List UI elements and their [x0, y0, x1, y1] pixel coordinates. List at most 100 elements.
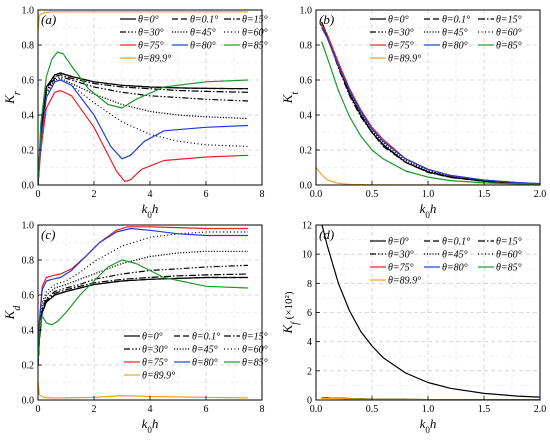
y-tick-label: 0.8 — [22, 256, 35, 267]
legend-entry-label: θ=80° — [192, 358, 218, 369]
legend-entry-label: θ=80° — [442, 263, 468, 274]
legend-entry-label: θ=45° — [442, 250, 468, 261]
x-tick-label: 1.0 — [422, 189, 435, 200]
x-tick-label: 8 — [260, 404, 265, 415]
y-tick-label: 0.4 — [22, 326, 35, 337]
x-tick-label: 2.0 — [534, 404, 547, 415]
legend-entry-label: θ=30° — [138, 28, 164, 39]
series-line-9 — [316, 167, 540, 185]
x-tick-label: 2.0 — [534, 189, 547, 200]
legend: θ=0° θ=0.1° θ=15° θ=30° θ=45° θ=60° θ=75° θ=80°… — [370, 237, 522, 287]
series-line-8 — [38, 51, 249, 185]
series-line-0 — [321, 225, 540, 398]
series-line-7 — [38, 227, 248, 366]
x-tick-label: 0.0 — [310, 189, 323, 200]
y-tick-label: 0.4 — [300, 111, 313, 122]
legend-entry-label: θ=89.9° — [388, 54, 421, 65]
series-group — [38, 226, 249, 399]
legend: θ=0° θ=0.1° θ=15° θ=30° θ=45° θ=60° θ=75° θ=80°… — [124, 332, 268, 382]
legend-entry-label: θ=0.1° — [192, 332, 220, 343]
y-tick-label: 0.2 — [22, 361, 35, 372]
y-tick-label: 0 — [307, 396, 312, 407]
legend-entry-label: θ=80° — [190, 41, 216, 52]
y-axis-label: Kd — [2, 305, 23, 321]
panel-label: (d) — [319, 227, 334, 242]
series-line-8 — [38, 259, 249, 366]
series-line-9 — [38, 11, 248, 32]
x-tick-label: 0.0 — [310, 404, 323, 415]
x-tick-label: 1.5 — [478, 404, 491, 415]
y-tick-label: 0.8 — [22, 41, 35, 52]
x-axis-label: k0h — [420, 416, 437, 435]
legend-entry-label: θ=0° — [142, 332, 163, 343]
legend-entry-label: θ=15° — [496, 237, 522, 248]
y-axis-label: Kt — [280, 92, 301, 105]
x-tick-label: 0.5 — [366, 189, 379, 200]
legend-entry-label: θ=30° — [388, 250, 414, 261]
x-axis-label: k0h — [142, 416, 159, 435]
legend-entry-label: θ=85° — [242, 41, 268, 52]
legend-entry-label: θ=75° — [142, 358, 168, 369]
x-tick-label: 0 — [36, 404, 41, 415]
x-tick-label: 1.5 — [478, 189, 491, 200]
series-line-8 — [321, 41, 540, 185]
legend-entry-label: θ=89.9° — [138, 54, 171, 65]
legend-entry-label: θ=0.1° — [442, 237, 470, 248]
y-tick-label: 0.8 — [300, 41, 313, 52]
series-line-9 — [38, 380, 249, 399]
y-tick-label: 1.0 — [22, 221, 35, 232]
panel-label: (c) — [41, 227, 55, 242]
y-tick-label: 0.2 — [300, 146, 313, 157]
x-tick-label: 1.0 — [422, 404, 435, 415]
y-tick-label: 1.0 — [22, 6, 35, 17]
legend: θ=0° θ=0.1° θ=15° θ=30° θ=45° θ=60° θ=75° θ=80°… — [370, 15, 522, 65]
legend-entry-label: θ=15° — [242, 15, 268, 26]
legend-entry-label: θ=30° — [388, 28, 414, 39]
y-tick-label: 0.4 — [22, 111, 35, 122]
x-axis-label: k0h — [420, 201, 437, 220]
legend-entry-label: θ=0.1° — [442, 15, 470, 26]
legend-entry-label: θ=80° — [442, 41, 468, 52]
y-tick-label: 0.2 — [22, 146, 35, 157]
legend-entry-label: θ=45° — [190, 28, 216, 39]
y-axis-label: Kr — [2, 91, 23, 105]
x-tick-label: 8 — [260, 189, 265, 200]
legend-entry-label: θ=60° — [496, 28, 522, 39]
series-group — [38, 11, 249, 185]
legend-entry-label: θ=30° — [142, 345, 168, 356]
legend-entry-label: θ=0.1° — [190, 15, 218, 26]
y-tick-label: 6 — [307, 308, 312, 319]
series-line-1 — [38, 276, 248, 366]
y-tick-label: 0.0 — [22, 181, 35, 192]
x-tick-label: 4 — [148, 189, 153, 200]
panel-label: (b) — [319, 12, 334, 27]
legend-entry-label: θ=45° — [192, 345, 218, 356]
panel-d: 0.0 0.5 1.0 1.5 2.0 0 2 4 6 8 10 12 k0h Kf (×10²) (d) θ… — [280, 221, 546, 436]
panel-c: 0 2 4 6 8 0.0 0.2 0.4 0.6 0.8 1.0 k0h Kd (c) θ=0° θ=0.1… — [2, 221, 268, 436]
y-axis-label: Kf (×10²) — [280, 291, 301, 334]
y-tick-label: 4 — [307, 337, 312, 348]
y-tick-label: 0.6 — [22, 76, 35, 87]
legend-entry-label: θ=60° — [242, 28, 268, 39]
legend-entry-label: θ=85° — [496, 41, 522, 52]
panel-a: 0 2 4 6 8 0.0 0.2 0.4 0.6 0.8 1.0 k0h Kr (a) θ=0° θ=0.1… — [2, 6, 268, 221]
legend-entry-label: θ=0° — [388, 237, 409, 248]
y-tick-label: 1.0 — [300, 6, 313, 17]
y-tick-label: 12 — [302, 221, 312, 232]
legend-entry-label: θ=75° — [388, 263, 414, 274]
legend-entry-label: θ=0° — [138, 15, 159, 26]
legend-entry-label: θ=60° — [496, 250, 522, 261]
panel-label: (a) — [41, 12, 56, 27]
y-tick-label: 0.0 — [300, 181, 313, 192]
legend-entry-label: θ=89.9° — [388, 276, 421, 287]
legend-entry-label: θ=75° — [138, 41, 164, 52]
x-tick-label: 6 — [204, 189, 209, 200]
legend-entry-label: θ=15° — [242, 332, 268, 343]
legend-entry-label: θ=75° — [388, 41, 414, 52]
x-tick-label: 2 — [92, 189, 97, 200]
x-tick-label: 6 — [204, 404, 209, 415]
series-line-7 — [38, 79, 249, 185]
x-tick-label: 0.5 — [366, 404, 379, 415]
legend-entry-label: θ=89.9° — [142, 371, 175, 382]
